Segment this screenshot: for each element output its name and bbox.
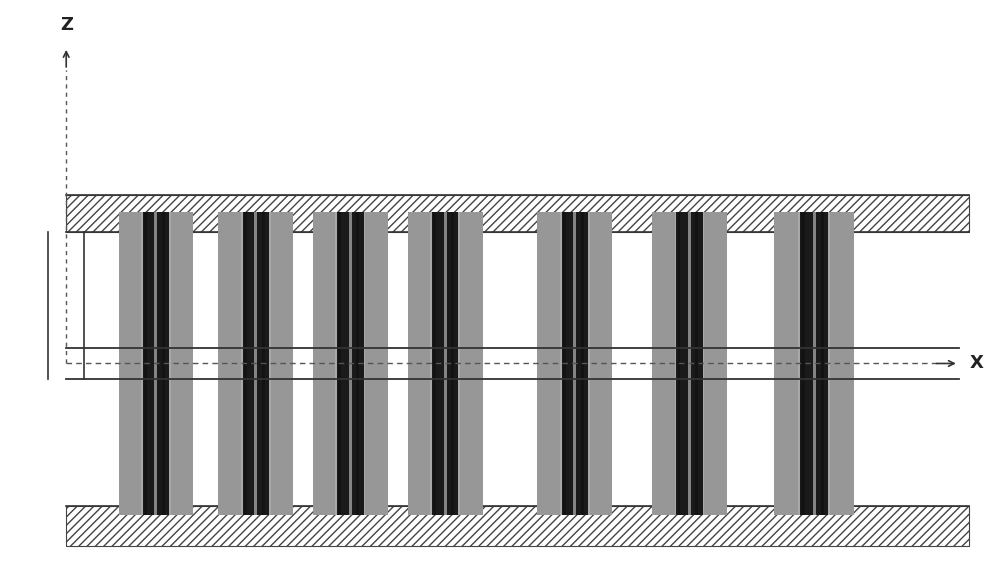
- Bar: [365, 213, 388, 515]
- Bar: [408, 213, 483, 515]
- Bar: [460, 213, 483, 515]
- Bar: [349, 213, 352, 515]
- Bar: [444, 213, 447, 515]
- Bar: [171, 213, 193, 515]
- Bar: [338, 213, 341, 515]
- Bar: [254, 213, 257, 515]
- Bar: [652, 213, 727, 515]
- Bar: [262, 213, 265, 515]
- Bar: [66, 195, 969, 232]
- Bar: [813, 213, 816, 515]
- Bar: [581, 213, 584, 515]
- Bar: [537, 213, 612, 515]
- Bar: [695, 213, 698, 515]
- Bar: [433, 213, 436, 515]
- Bar: [573, 213, 576, 515]
- Text: Z: Z: [60, 17, 73, 34]
- Bar: [676, 213, 703, 515]
- Bar: [218, 213, 293, 515]
- Bar: [537, 213, 560, 515]
- Bar: [652, 213, 675, 515]
- Bar: [244, 213, 247, 515]
- Bar: [800, 213, 828, 515]
- Bar: [830, 213, 854, 515]
- Bar: [218, 213, 241, 515]
- Bar: [688, 213, 691, 515]
- Bar: [563, 213, 566, 515]
- Bar: [143, 213, 169, 515]
- Bar: [432, 213, 458, 515]
- Bar: [119, 213, 141, 515]
- Bar: [774, 213, 854, 515]
- Bar: [451, 213, 454, 515]
- Bar: [337, 213, 364, 515]
- Bar: [119, 213, 193, 515]
- Text: X: X: [970, 355, 984, 372]
- Bar: [774, 213, 798, 515]
- Bar: [356, 213, 359, 515]
- Bar: [154, 213, 157, 515]
- Bar: [801, 213, 805, 515]
- Bar: [704, 213, 727, 515]
- Bar: [144, 213, 147, 515]
- Bar: [243, 213, 269, 515]
- Bar: [271, 213, 293, 515]
- Bar: [313, 213, 388, 515]
- Bar: [313, 213, 335, 515]
- Bar: [562, 213, 588, 515]
- Bar: [821, 213, 824, 515]
- Bar: [678, 213, 680, 515]
- Bar: [162, 213, 165, 515]
- Bar: [408, 213, 430, 515]
- Bar: [66, 506, 969, 546]
- Bar: [590, 213, 612, 515]
